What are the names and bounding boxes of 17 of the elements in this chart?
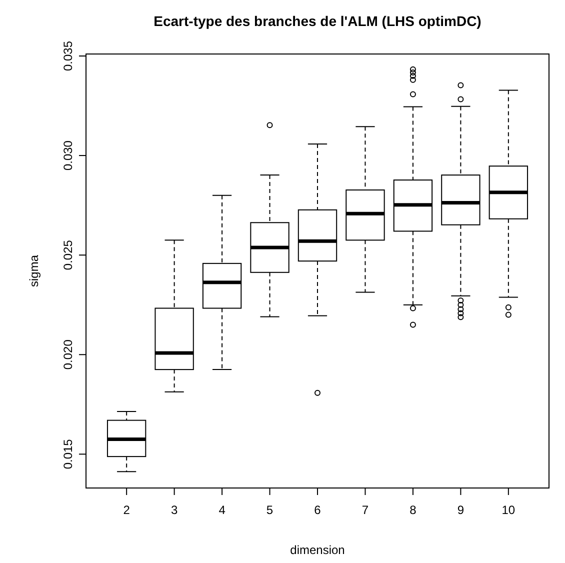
y-axis-title: sigma xyxy=(27,254,41,288)
x-tick-label: 4 xyxy=(218,503,226,517)
y-tick-label: 0.030 xyxy=(61,140,75,171)
x-axis-title: dimension xyxy=(290,543,345,557)
x-tick-label: 10 xyxy=(502,503,516,517)
y-tick-label: 0.025 xyxy=(61,240,75,270)
x-tick-label: 8 xyxy=(410,503,417,517)
x-tick-label: 7 xyxy=(362,503,369,517)
y-tick-label: 0.015 xyxy=(61,438,75,470)
x-tick-label: 5 xyxy=(266,503,274,517)
x-tick-label: 6 xyxy=(314,503,322,517)
chart-title: Ecart-type des branches de l'ALM (LHS optimDC) xyxy=(154,13,482,29)
y-tick-label: 0.035 xyxy=(61,40,75,72)
x-tick-label: 9 xyxy=(457,503,464,517)
x-tick-label: 2 xyxy=(123,503,130,517)
y-tick-label: 0.020 xyxy=(61,339,75,370)
x-tick-label: 3 xyxy=(170,503,178,517)
